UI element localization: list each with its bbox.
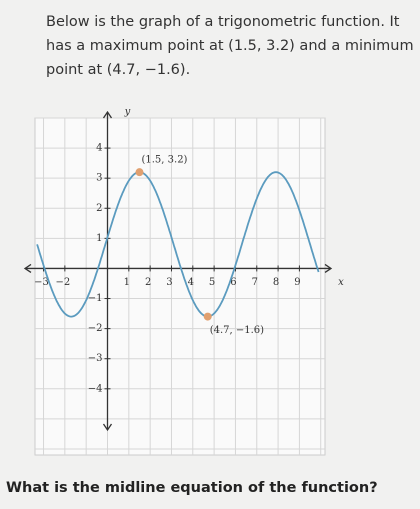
point-label: (4.7, −1.6) [210,325,264,336]
y-tick-label: 4 [96,143,102,154]
graph: x y −3 −2 1 2 3 4 5 6 7 8 9 −4 −3 −2 −1 1 2 3 4 (1.5, 3.2) (4.… [23,107,344,456]
x-tick-label: 9 [294,277,300,288]
extremum-point [203,312,212,321]
x-tick-label: −3 [34,277,49,288]
x-tick-label: −2 [55,277,70,288]
point-label: (1.5, 3.2) [141,155,187,166]
y-tick-label: −3 [88,353,103,364]
y-axis-label: y [124,107,131,118]
x-tick-label: 7 [252,277,258,288]
y-tick-label: 3 [96,173,102,184]
x-tick-label: 6 [230,277,236,288]
question-text: Below is the graph of a trigonometric fu… [46,14,414,78]
x-tick-label: 8 [273,277,279,288]
x-tick-label: 1 [124,277,130,288]
axis-arrow [23,110,333,432]
extremum-point [135,168,144,177]
x-tick-label: 4 [188,277,194,288]
y-tick-label: 1 [96,233,102,244]
prompt-text: What is the midline equation of the func… [6,480,378,496]
x-axis-label: x [338,277,344,288]
y-tick-label: −1 [88,293,103,304]
y-tick-label: −2 [88,323,103,334]
x-tick-label: 3 [166,277,172,288]
x-tick-label: 5 [209,277,215,288]
sine-curve [36,171,320,318]
x-tick-label: 2 [145,277,151,288]
graph-background [34,117,326,456]
y-tick-label: −4 [88,383,103,394]
y-tick-label: 2 [96,203,102,214]
